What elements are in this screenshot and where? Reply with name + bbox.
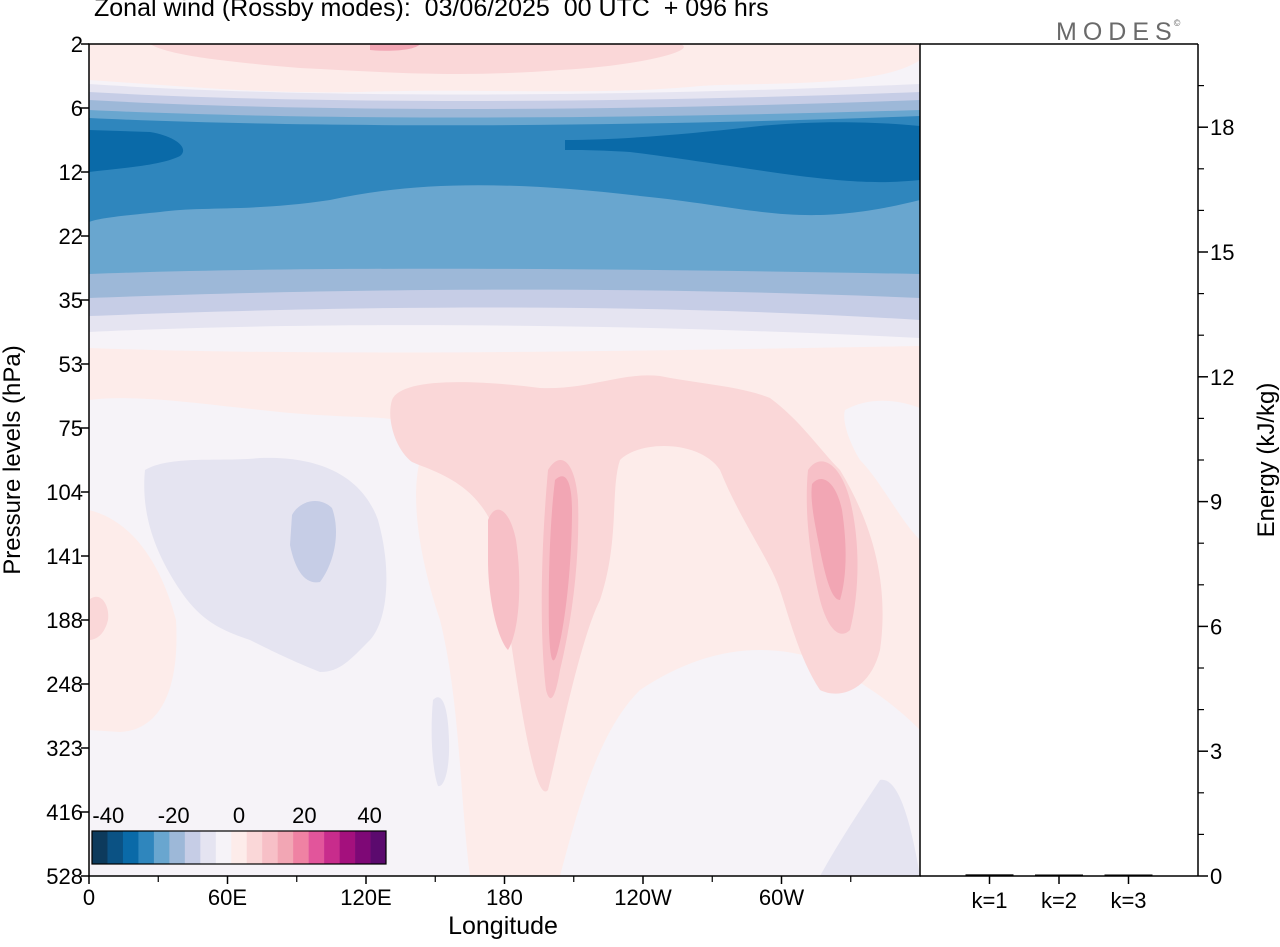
colorbar-swatch [246, 831, 263, 864]
contour-pos-light-region [390, 375, 883, 792]
y-axis-label: Pressure levels (hPa) [0, 345, 26, 574]
contour-neg-trace-sliver [431, 697, 450, 787]
energy-category-label: k=2 [1041, 888, 1077, 913]
colorbar: -40 -20 0 20 40 [91, 803, 387, 865]
energy-tick-label: 0 [1210, 864, 1222, 889]
energy-axis-ticks: 0 3 6 9 12 15 18 [1198, 84, 1234, 889]
pressure-tick-label: 416 [46, 800, 83, 825]
energy-tick-label: 3 [1210, 739, 1222, 764]
pressure-tick-label: 6 [71, 96, 83, 121]
longitude-tick-label: 0 [83, 885, 95, 910]
colorbar-swatch [370, 831, 387, 864]
pressure-tick-label: 53 [59, 352, 83, 377]
colorbar-tick-label: -20 [158, 803, 190, 828]
energy-tick-label: 15 [1210, 240, 1234, 265]
colorbar-swatch [92, 831, 108, 864]
colorbar-swatch [262, 831, 278, 864]
energy-category-label: k=1 [971, 888, 1007, 913]
colorbar-swatch [355, 831, 371, 864]
longitude-axis-ticks: 0 60E 120E 180 120W 60W [83, 876, 852, 910]
colorbar-swatch [308, 831, 325, 864]
pressure-tick-label: 323 [46, 736, 83, 761]
colorbar-swatch [277, 831, 294, 864]
chart-title: Zonal wind (Rossby modes): 03/06/2025 00… [94, 0, 769, 22]
contour-neg-trace-corner [820, 779, 920, 876]
logo-text: MODES [1056, 18, 1178, 46]
contour-pos-strong-east [811, 479, 846, 600]
energy-bar [1104, 874, 1153, 876]
pressure-tick-label: 35 [59, 288, 83, 313]
colorbar-swatch [153, 831, 170, 864]
energy-tick-label: 18 [1210, 115, 1234, 140]
colorbar-swatch [293, 831, 309, 864]
contour-pos-mid-narrow [488, 509, 520, 650]
contour-zero-east-upper [844, 400, 920, 540]
pressure-tick-label: 528 [46, 864, 83, 889]
zonal-wind-contours [89, 44, 920, 876]
logo-copyright-mark: © [1173, 18, 1181, 28]
colorbar-swatch [138, 831, 155, 864]
contour-neg-strong-west [89, 130, 184, 172]
colorbar-swatch [339, 831, 356, 864]
colorbar-swatch [107, 831, 124, 864]
energy-axis-label: Energy (kJ/kg) [1253, 383, 1280, 538]
longitude-tick-label: 120W [614, 885, 672, 910]
longitude-tick-label: 60E [208, 885, 247, 910]
energy-tick-label: 9 [1210, 490, 1222, 515]
energy-tick-label: 12 [1210, 365, 1234, 390]
contour-zero-east [560, 650, 920, 876]
pressure-tick-label: 12 [59, 160, 83, 185]
colorbar-swatch [184, 831, 201, 864]
modes-logo: MODES© [1056, 18, 1180, 47]
colorbar-tick-label: -40 [92, 803, 124, 828]
colorbar-swatch [200, 831, 217, 864]
colorbar-frame [91, 830, 387, 865]
colorbar-tick-label: 40 [357, 803, 381, 828]
colorbar-swatch [215, 831, 232, 864]
pressure-tick-label: 75 [59, 416, 83, 441]
contour-pos-top-mid [150, 44, 684, 74]
contour-pos-edge-spot [89, 596, 109, 640]
energy-category-label: k=3 [1110, 888, 1146, 913]
pressure-tick-label: 248 [46, 672, 83, 697]
contour-neg-strong-east [565, 122, 920, 183]
longitude-tick-label: 180 [486, 885, 523, 910]
colorbar-swatch [169, 831, 186, 864]
pressure-tick-label: 141 [46, 544, 83, 569]
x-axis-label: Longitude [448, 912, 558, 940]
energy-bar [1035, 874, 1083, 876]
colorbar-swatch [231, 831, 248, 864]
energy-tick-label: 6 [1210, 614, 1222, 639]
colorbar-swatch [324, 831, 340, 864]
pressure-tick-label: 2 [71, 32, 83, 57]
colorbar-tick-label: 0 [233, 803, 245, 828]
pressure-tick-label: 104 [46, 480, 83, 505]
longitude-tick-label: 120E [340, 885, 391, 910]
pressure-axis-ticks: 2 6 12 22 35 53 75 104 141 188 248 323 416 528 [46, 32, 89, 889]
pressure-tick-label: 22 [59, 224, 83, 249]
contour-pos-strong-central [548, 476, 572, 661]
contour-pos-top-core [370, 44, 420, 51]
energy-bar [965, 874, 1014, 876]
energy-bars: k=1 k=2 k=3 [965, 874, 1153, 913]
colorbar-tick-label: 20 [292, 803, 316, 828]
contour-neg-faint-patch [290, 500, 336, 583]
pressure-tick-label: 188 [46, 608, 83, 633]
colorbar-swatch [122, 831, 139, 864]
longitude-tick-label: 60W [759, 885, 804, 910]
contour-pos-trace-edge [89, 510, 177, 732]
